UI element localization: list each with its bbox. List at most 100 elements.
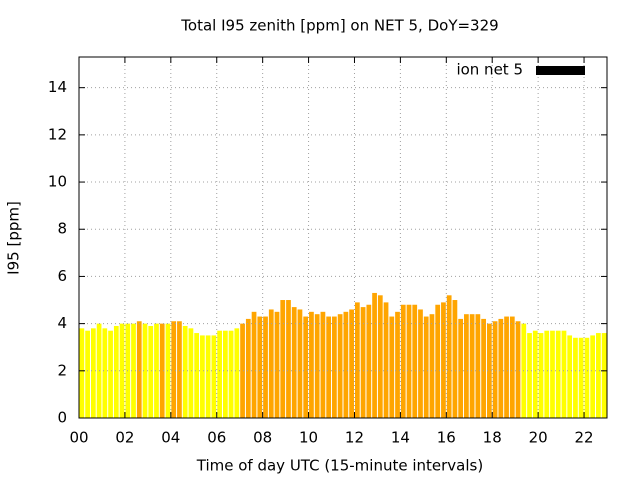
plot-frame xyxy=(78,56,608,419)
chart-title: Total I95 zenith [ppm] on NET 5, DoY=329 xyxy=(180,17,498,35)
y-tick-label: 8 xyxy=(57,220,67,238)
bar xyxy=(332,316,337,418)
bar xyxy=(303,316,309,418)
bar xyxy=(245,318,251,418)
bar xyxy=(492,321,498,418)
x-tick-label: 10 xyxy=(299,429,318,447)
bar xyxy=(452,300,458,418)
bar xyxy=(205,335,211,418)
bar xyxy=(182,325,188,418)
x-tick-label: 00 xyxy=(69,429,88,447)
bar xyxy=(504,316,509,418)
bar xyxy=(177,321,182,418)
bar xyxy=(291,307,297,418)
bar xyxy=(194,333,200,418)
bar xyxy=(395,311,400,418)
bar xyxy=(469,314,475,418)
bar xyxy=(154,323,159,418)
bar xyxy=(354,302,360,418)
bar xyxy=(544,330,550,418)
bar xyxy=(578,337,584,418)
bar xyxy=(406,304,412,418)
bar xyxy=(257,316,263,418)
x-tick-label: 20 xyxy=(529,429,548,447)
bar xyxy=(108,330,113,418)
x-tick-label: 06 xyxy=(207,429,226,447)
bar xyxy=(366,304,372,418)
bar xyxy=(79,328,85,418)
y-tick-label: 0 xyxy=(57,409,67,427)
bar xyxy=(418,309,423,418)
bar xyxy=(268,309,274,418)
x-axis-label: Time of day UTC (15-minute intervals) xyxy=(196,457,483,475)
bar xyxy=(326,316,332,418)
bar xyxy=(441,302,446,418)
bar xyxy=(509,316,515,418)
bar xyxy=(274,311,280,418)
bar xyxy=(573,337,578,418)
y-tick-label: 12 xyxy=(48,125,67,143)
bar xyxy=(383,302,389,418)
bar xyxy=(211,335,217,418)
bar xyxy=(234,328,240,418)
legend-label: ion net 5 xyxy=(456,61,523,79)
bar xyxy=(343,311,349,418)
x-tick-label: 02 xyxy=(115,429,134,447)
y-tick-label: 4 xyxy=(57,314,67,332)
x-tick-label: 16 xyxy=(437,429,456,447)
bar xyxy=(188,328,194,418)
bar xyxy=(222,330,228,418)
bar xyxy=(349,309,354,418)
bar xyxy=(337,314,343,418)
bar xyxy=(532,330,538,418)
bar xyxy=(498,318,504,418)
bar xyxy=(400,304,406,418)
bar xyxy=(389,316,395,418)
bar xyxy=(217,330,222,418)
bar xyxy=(475,314,481,418)
bar xyxy=(550,330,555,418)
bar xyxy=(590,335,596,418)
bar xyxy=(584,337,590,418)
bar xyxy=(136,321,142,418)
y-tick-label: 14 xyxy=(48,78,67,96)
y-tick-label: 6 xyxy=(57,267,67,285)
bar xyxy=(240,323,245,418)
bar xyxy=(423,316,429,418)
bar xyxy=(148,325,154,418)
bar xyxy=(171,321,177,418)
bar xyxy=(263,316,268,418)
bar xyxy=(131,323,136,418)
bar xyxy=(601,333,607,418)
x-tick-label: 14 xyxy=(391,429,410,447)
bar xyxy=(297,309,303,418)
y-tick-label: 2 xyxy=(57,361,67,379)
bar xyxy=(228,330,234,418)
x-tick-label: 08 xyxy=(253,429,272,447)
bar xyxy=(113,325,119,418)
bar xyxy=(486,323,492,418)
y-tick-label: 10 xyxy=(48,173,67,191)
bar xyxy=(412,304,418,418)
bar xyxy=(314,314,320,418)
bar xyxy=(567,335,573,418)
bar xyxy=(527,333,532,418)
bar xyxy=(596,333,601,418)
bar xyxy=(102,328,108,418)
bar xyxy=(360,307,366,418)
x-tick-label: 18 xyxy=(483,429,502,447)
bar xyxy=(429,314,435,418)
bar xyxy=(446,295,452,418)
bar xyxy=(142,323,148,418)
bar xyxy=(435,304,441,418)
bar xyxy=(280,300,286,418)
bar xyxy=(251,311,257,418)
bar xyxy=(458,318,464,418)
bar xyxy=(90,328,96,418)
bar xyxy=(464,314,469,418)
bar xyxy=(286,300,291,418)
x-tick-label: 04 xyxy=(161,429,180,447)
x-tick-label: 12 xyxy=(345,429,364,447)
